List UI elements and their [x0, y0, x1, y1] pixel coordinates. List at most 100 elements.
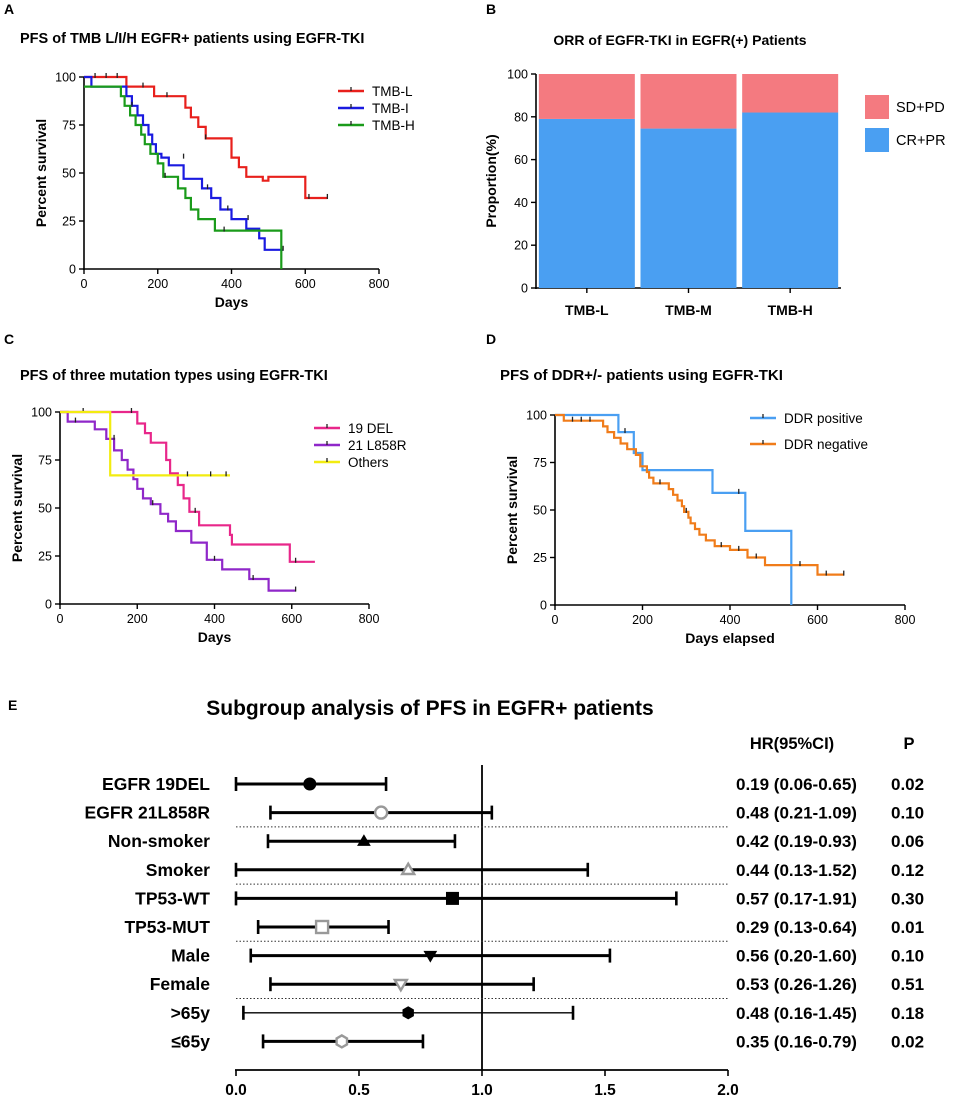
- panel-c-title: PFS of three mutation types using EGFR-T…: [20, 368, 328, 384]
- subgroup-label: Female: [150, 974, 211, 994]
- legend-label-ddr-positive: DDR positive: [784, 411, 863, 426]
- bar-cr-pr-tmb-l: [538, 118, 635, 288]
- panel-b-letter: B: [486, 1, 496, 17]
- y-tick-label: 40: [514, 196, 528, 210]
- x-tick-label: 2.0: [717, 1082, 739, 1099]
- subgroup-label: >65y: [171, 1003, 211, 1023]
- series-line-21-l858r: [60, 410, 296, 592]
- y-tick-label: 50: [38, 502, 52, 516]
- x-tick-label: 0.5: [348, 1082, 370, 1099]
- x-tick-label: 600: [281, 612, 302, 626]
- y-tick-label: 25: [533, 551, 547, 565]
- x-tick-label: 0: [81, 277, 88, 291]
- hr-value: 0.42 (0.19-0.93): [736, 832, 857, 851]
- legend-label-21-l858r: 21 L858R: [348, 438, 407, 453]
- marker-hexagon: [335, 1034, 349, 1049]
- hr-column-header: HR(95%CI): [750, 735, 834, 753]
- marker-circle: [303, 777, 317, 791]
- hr-value: 0.53 (0.26-1.26): [736, 975, 857, 994]
- panel-a-title: PFS of TMB L/I/H EGFR+ patients using EG…: [20, 31, 364, 47]
- y-axis-label: Percent survival: [9, 454, 25, 562]
- series-line-others: [60, 410, 230, 477]
- hr-value: 0.48 (0.16-1.45): [736, 1004, 857, 1023]
- bar-cr-pr-tmb-m: [640, 128, 737, 288]
- p-value: 0.51: [891, 975, 924, 994]
- y-axis-label: Percent survival: [504, 456, 520, 564]
- subgroup-label: Non-smoker: [108, 831, 210, 851]
- x-tick-label: TMB-L: [565, 302, 609, 318]
- p-value: 0.02: [891, 775, 924, 794]
- x-tick-label: 400: [720, 613, 741, 627]
- x-tick-label: 0.0: [225, 1082, 247, 1099]
- marker-triangle-up: [357, 834, 371, 846]
- p-value: 0.18: [891, 1004, 924, 1023]
- p-column-header: P: [903, 735, 914, 753]
- subgroup-label: Male: [171, 946, 210, 966]
- panel-e-letter: E: [8, 697, 17, 713]
- panel-c-survival-chart: C PFS of three mutation types using EGFR…: [4, 331, 407, 645]
- y-tick-label: 75: [38, 454, 52, 468]
- legend-label-tmb-h: TMB-H: [372, 118, 415, 133]
- y-axis-label: Percent survival: [33, 119, 49, 227]
- y-tick-label: 20: [514, 239, 528, 253]
- p-value: 0.02: [891, 1032, 924, 1051]
- series-line-ddr-positive: [555, 413, 793, 605]
- subgroup-label: EGFR 21L858R: [85, 803, 211, 823]
- figure-title: Subgroup analysis of PFS in EGFR+ patien…: [206, 697, 653, 720]
- x-tick-label: 200: [127, 612, 148, 626]
- x-tick-label: 200: [147, 277, 168, 291]
- series-line-tmb-l: [84, 75, 328, 200]
- hr-value: 0.19 (0.06-0.65): [736, 775, 857, 794]
- x-tick-label: 800: [369, 277, 390, 291]
- panel-d-survival-chart: D PFS of DDR+/- patients using EGFR-TKI …: [486, 331, 915, 646]
- marker-square: [314, 919, 330, 935]
- x-tick-label: 800: [359, 612, 380, 626]
- subgroup-label: Smoker: [146, 860, 210, 880]
- hr-value: 0.29 (0.13-0.64): [736, 918, 857, 937]
- y-tick-label: 0: [69, 263, 76, 277]
- legend-label-cr-pr: CR+PR: [896, 133, 946, 149]
- series-line-19-del: [60, 410, 315, 563]
- panel-a-letter: A: [4, 1, 14, 17]
- panel-d-title: PFS of DDR+/- patients using EGFR-TKI: [500, 367, 783, 384]
- marker-hexagon: [402, 1006, 414, 1020]
- y-tick-label: 100: [526, 409, 547, 423]
- y-tick-label: 50: [62, 167, 76, 181]
- legend-label-others: Others: [348, 455, 389, 470]
- p-value: 0.10: [891, 804, 924, 823]
- y-tick-label: 25: [38, 550, 52, 564]
- x-tick-label: 600: [807, 613, 828, 627]
- marker-triangle-up: [400, 861, 417, 876]
- series-line-ddr-negative: [555, 413, 844, 576]
- marker-triangle-down: [392, 978, 409, 993]
- legend-swatch-cr-pr: [865, 128, 889, 152]
- y-tick-label: 0: [521, 282, 528, 296]
- x-axis-label: Days elapsed: [685, 630, 775, 646]
- subgroup-label: TP53-WT: [135, 888, 210, 908]
- subgroup-label: EGFR 19DEL: [102, 774, 210, 794]
- y-tick-label: 75: [62, 119, 76, 133]
- x-tick-label: 400: [221, 277, 242, 291]
- marker-circle: [373, 805, 389, 820]
- p-value: 0.01: [891, 918, 924, 937]
- hr-value: 0.57 (0.17-1.91): [736, 889, 857, 908]
- marker-square: [445, 891, 459, 905]
- series-line-tmb-i: [84, 75, 284, 251]
- y-tick-label: 60: [514, 153, 528, 167]
- x-tick-label: 200: [632, 613, 653, 627]
- p-value: 0.10: [891, 947, 924, 966]
- p-value: 0.30: [891, 889, 924, 908]
- x-tick-label: 400: [204, 612, 225, 626]
- panel-e-forest-plot: E Subgroup analysis of PFS in EGFR+ pati…: [8, 697, 924, 1110]
- y-tick-label: 100: [31, 406, 52, 420]
- y-tick-label: 50: [533, 504, 547, 518]
- legend-label-sd-pd: SD+PD: [896, 100, 945, 116]
- bar-cr-pr-tmb-h: [742, 112, 839, 289]
- panel-b-bar-chart: B ORR of EGFR-TKI in EGFR(+) Patients 0 2…: [483, 1, 946, 318]
- hr-value: 0.35 (0.16-0.79): [736, 1032, 857, 1051]
- y-tick-label: 100: [55, 71, 76, 85]
- panel-d-letter: D: [486, 331, 496, 347]
- y-axis-label: Proportion(%): [483, 134, 499, 227]
- legend-swatch-sd-pd: [865, 95, 889, 119]
- x-tick-label: 1.5: [594, 1082, 616, 1099]
